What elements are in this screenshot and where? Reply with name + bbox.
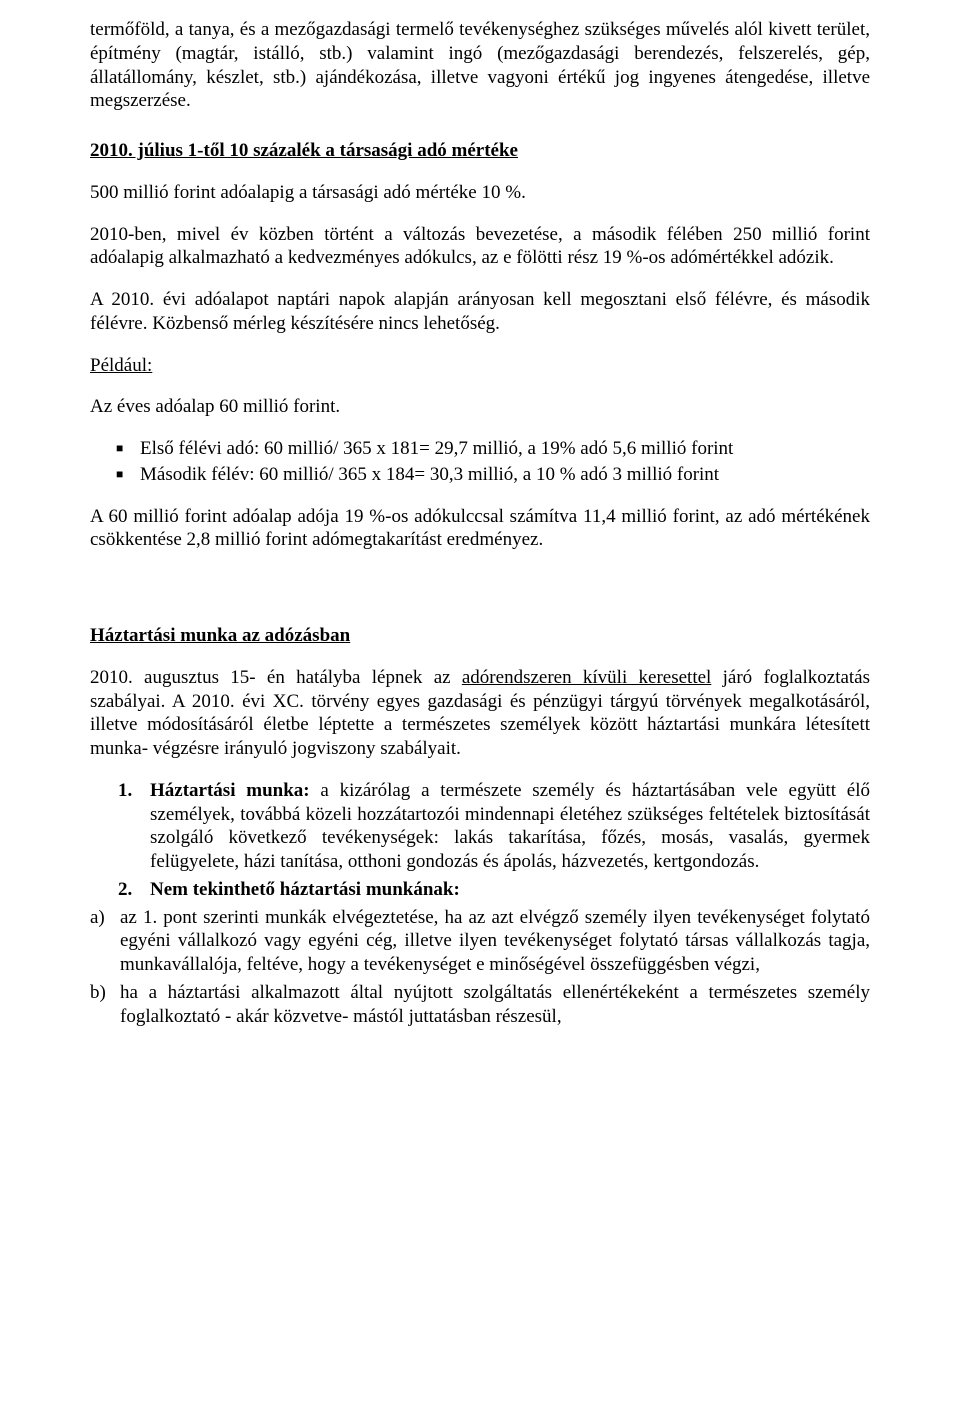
numbered-item-1: 1. Háztartási munka: a kizárólag a termé… (90, 779, 870, 874)
spacer (90, 570, 870, 598)
example-label-text: Például: (90, 355, 152, 376)
numbered-bold: Nem tekinthető háztartási munkának: (150, 879, 460, 900)
section1-p5: A 60 millió forint adóalap adója 19 %-os… (90, 505, 870, 553)
section1-p1: 500 millió forint adóalapig a társasági … (90, 181, 870, 205)
sub-item-b: b) ha a háztartási alkalmazott által nyú… (90, 981, 870, 1029)
numbered-item-2: 2. Nem tekinthető háztartási munkának: (90, 878, 870, 902)
section2-p1-underlined: adórendszeren kívüli keresettel (462, 667, 711, 688)
sub-label: b) (90, 981, 106, 1005)
section1-p3: A 2010. évi adóalapot naptári napok alap… (90, 288, 870, 336)
intro-paragraph: termőföld, a tanya, és a mezőgazdasági t… (90, 18, 870, 113)
document-page: termőföld, a tanya, és a mezőgazdasági t… (0, 0, 960, 1420)
section1-p4: Az éves adóalap 60 millió forint. (90, 395, 870, 419)
section2-p1: 2010. augusztus 15- én hatályba lépnek a… (90, 666, 870, 761)
numbered-label: 1. (118, 779, 132, 803)
numbered-label: 2. (118, 878, 132, 902)
numbered-bold: Háztartási munka: (150, 780, 310, 801)
section2-p1-pre: 2010. augusztus 15- én hatályba lépnek a… (90, 667, 462, 688)
sub-label: a) (90, 906, 105, 930)
bullet-item: Második félév: 60 millió/ 365 x 184= 30,… (116, 463, 870, 487)
section2-heading: Háztartási munka az adózásban (90, 624, 870, 648)
bullet-list: Első félévi adó: 60 millió/ 365 x 181= 2… (90, 437, 870, 487)
section1-heading: 2010. július 1-től 10 százalék a társasá… (90, 139, 870, 163)
numbered-list: 1. Háztartási munka: a kizárólag a termé… (90, 779, 870, 902)
bullet-item: Első félévi adó: 60 millió/ 365 x 181= 2… (116, 437, 870, 461)
sub-text: az 1. pont szerinti munkák elvégeztetése… (120, 907, 870, 976)
sub-text: ha a háztartási alkalmazott által nyújto… (120, 982, 870, 1027)
section1-p2: 2010-ben, mivel év közben történt a vált… (90, 223, 870, 271)
example-label: Például: (90, 354, 870, 378)
sub-item-a: a) az 1. pont szerinti munkák elvégeztet… (90, 906, 870, 977)
